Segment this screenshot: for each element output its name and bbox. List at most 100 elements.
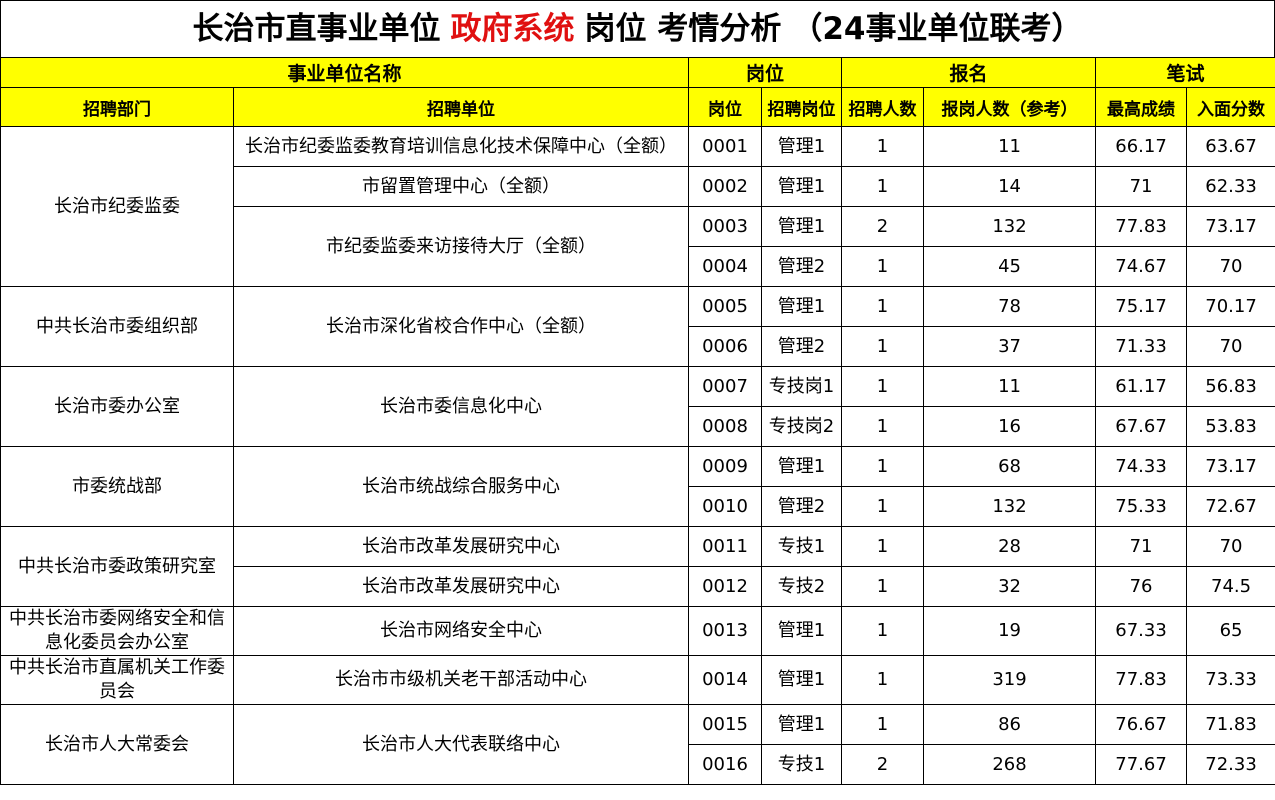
hires-cell: 2: [841, 206, 925, 247]
table-row: 中共长治市委政策研究室 长治市改革发展研究中心 0011 专技1 1 28 71 70: [0, 526, 1275, 607]
applicants-cell: 14: [923, 166, 1097, 207]
unit-cell: 长治市改革发展研究中心: [232, 526, 690, 567]
code-cell: 0011: [688, 526, 763, 567]
interview-score-cell: 74.5: [1186, 566, 1275, 607]
column-header: 最高成绩: [1095, 87, 1188, 127]
interview-score-cell: 62.33: [1186, 166, 1275, 207]
column-header: 招聘岗位: [761, 87, 843, 127]
unit-cell: 长治市纪委监委教育培训信息化技术保障中心（全额）: [232, 126, 690, 167]
header-group: 笔试: [1095, 57, 1275, 88]
position-cell: 管理1: [761, 286, 843, 327]
table-row: 0006 管理2 1 37 71.33 70: [1, 326, 1275, 367]
interview-score-cell: 70: [1186, 526, 1275, 567]
interview-score-cell: 72.67: [1186, 486, 1275, 527]
position-cell: 专技2: [761, 566, 843, 607]
hires-cell: 1: [841, 704, 925, 745]
table-row: 市纪委监委来访接待大厅（全额） 0003 管理1 2 132 77.83 73.17: [1, 206, 1275, 287]
department-cell: 中共长治市委组织部: [0, 286, 234, 367]
interview-score-cell: 70: [1186, 326, 1275, 367]
department-cell: 中共长治市直属机关工作委员会: [0, 655, 234, 705]
table-row: 长治市纪委监委 长治市纪委监委教育培训信息化技术保障中心（全额） 0001 管理1 1 1…: [0, 126, 1275, 287]
column-header: 岗位: [688, 87, 763, 127]
max-score-cell: 77.67: [1095, 744, 1188, 785]
unit-cell: 长治市人大代表联络中心: [232, 704, 690, 785]
header-group: 事业单位名称: [0, 57, 690, 88]
position-cell: 管理2: [761, 486, 843, 527]
header-group-row: 事业单位名称 岗位 报名 笔试: [0, 57, 1275, 88]
hires-cell: 1: [841, 606, 925, 656]
code-cell: 0001: [688, 126, 763, 167]
applicants-cell: 268: [923, 744, 1097, 785]
unit-cell: 市留置管理中心（全额）: [232, 166, 690, 207]
column-header: 报岗人数（参考）: [923, 87, 1097, 127]
table-header: 事业单位名称 岗位 报名 笔试 招聘部门 招聘单位 岗位 招聘岗位 招聘人数 报岗人数（参…: [0, 57, 1275, 127]
interview-score-cell: 65: [1186, 606, 1275, 656]
title-part: 长治市直事业单位: [192, 11, 441, 47]
hires-cell: 1: [841, 326, 925, 367]
code-cell: 0016: [688, 744, 763, 785]
max-score-cell: 71: [1095, 526, 1188, 567]
table-row: 中共长治市直属机关工作委员会 长治市市级机关老干部活动中心 0014 管理1 1 319 7…: [0, 655, 1275, 705]
max-score-cell: 76.67: [1095, 704, 1188, 745]
position-cell: 管理1: [761, 206, 843, 247]
position-cell: 管理1: [761, 655, 843, 705]
unit-cell: 长治市委信息化中心: [232, 366, 690, 447]
applicants-cell: 132: [923, 206, 1097, 247]
code-cell: 0007: [688, 366, 763, 407]
header-group: 岗位: [688, 57, 843, 88]
interview-score-cell: 73.33: [1186, 655, 1275, 705]
hires-cell: 2: [841, 744, 925, 785]
interview-score-cell: 73.17: [1186, 446, 1275, 487]
position-cell: 专技岗1: [761, 366, 843, 407]
unit-cell: 长治市统战综合服务中心: [232, 446, 690, 527]
header-group: 报名: [841, 57, 1097, 88]
max-score-cell: 77.83: [1095, 655, 1188, 705]
max-score-cell: 76: [1095, 566, 1188, 607]
applicants-cell: 28: [923, 526, 1097, 567]
hires-cell: 1: [841, 126, 925, 167]
table-row: 0016 专技1 2 268 77.67 72.33: [1, 744, 1275, 785]
interview-score-cell: 53.83: [1186, 406, 1275, 447]
position-cell: 管理1: [761, 166, 843, 207]
code-cell: 0012: [688, 566, 763, 607]
table-row: 长治市委办公室 长治市委信息化中心 0007 专技岗1 1 11 61.17 56.83: [0, 366, 1275, 447]
unit-cell: 市纪委监委来访接待大厅（全额）: [232, 206, 690, 287]
hires-cell: 1: [841, 166, 925, 207]
title-part: 岗位 考情分析: [584, 11, 782, 47]
interview-score-cell: 70: [1186, 246, 1275, 287]
exam-table: 事业单位名称 岗位 报名 笔试 招聘部门 招聘单位 岗位 招聘岗位 招聘人数 报岗人数（参…: [0, 57, 1275, 785]
page-title: 长治市直事业单位 政府系统 岗位 考情分析 （24事业单位联考）: [0, 0, 1275, 57]
table-body: 长治市纪委监委 长治市纪委监委教育培训信息化技术保障中心（全额） 0001 管理1 1 1…: [0, 126, 1275, 785]
hires-cell: 1: [841, 366, 925, 407]
code-cell: 0014: [688, 655, 763, 705]
position-cell: 管理2: [761, 326, 843, 367]
max-score-cell: 75.17: [1095, 286, 1188, 327]
applicants-cell: 86: [923, 704, 1097, 745]
code-cell: 0009: [688, 446, 763, 487]
position-cell: 管理1: [761, 704, 843, 745]
hires-cell: 1: [841, 286, 925, 327]
code-cell: 0013: [688, 606, 763, 656]
applicants-cell: 78: [923, 286, 1097, 327]
department-cell: 长治市委办公室: [0, 366, 234, 447]
applicants-cell: 11: [923, 366, 1097, 407]
max-score-cell: 66.17: [1095, 126, 1188, 167]
column-header: 招聘人数: [841, 87, 925, 127]
applicants-cell: 319: [923, 655, 1097, 705]
code-cell: 0002: [688, 166, 763, 207]
code-cell: 0008: [688, 406, 763, 447]
interview-score-cell: 73.17: [1186, 206, 1275, 247]
interview-score-cell: 56.83: [1186, 366, 1275, 407]
unit-cell: 长治市市级机关老干部活动中心: [232, 655, 690, 705]
table-row: 0004 管理2 1 45 74.67 70: [1, 246, 1275, 287]
department-cell: 中共长治市委网络安全和信息化委员会办公室: [0, 606, 234, 656]
department-cell: 长治市纪委监委: [0, 126, 234, 287]
hires-cell: 1: [841, 446, 925, 487]
max-score-cell: 75.33: [1095, 486, 1188, 527]
unit-cell: 长治市深化省校合作中心（全额）: [232, 286, 690, 367]
code-cell: 0010: [688, 486, 763, 527]
max-score-cell: 67.67: [1095, 406, 1188, 447]
applicants-cell: 45: [923, 246, 1097, 287]
position-cell: 专技岗2: [761, 406, 843, 447]
